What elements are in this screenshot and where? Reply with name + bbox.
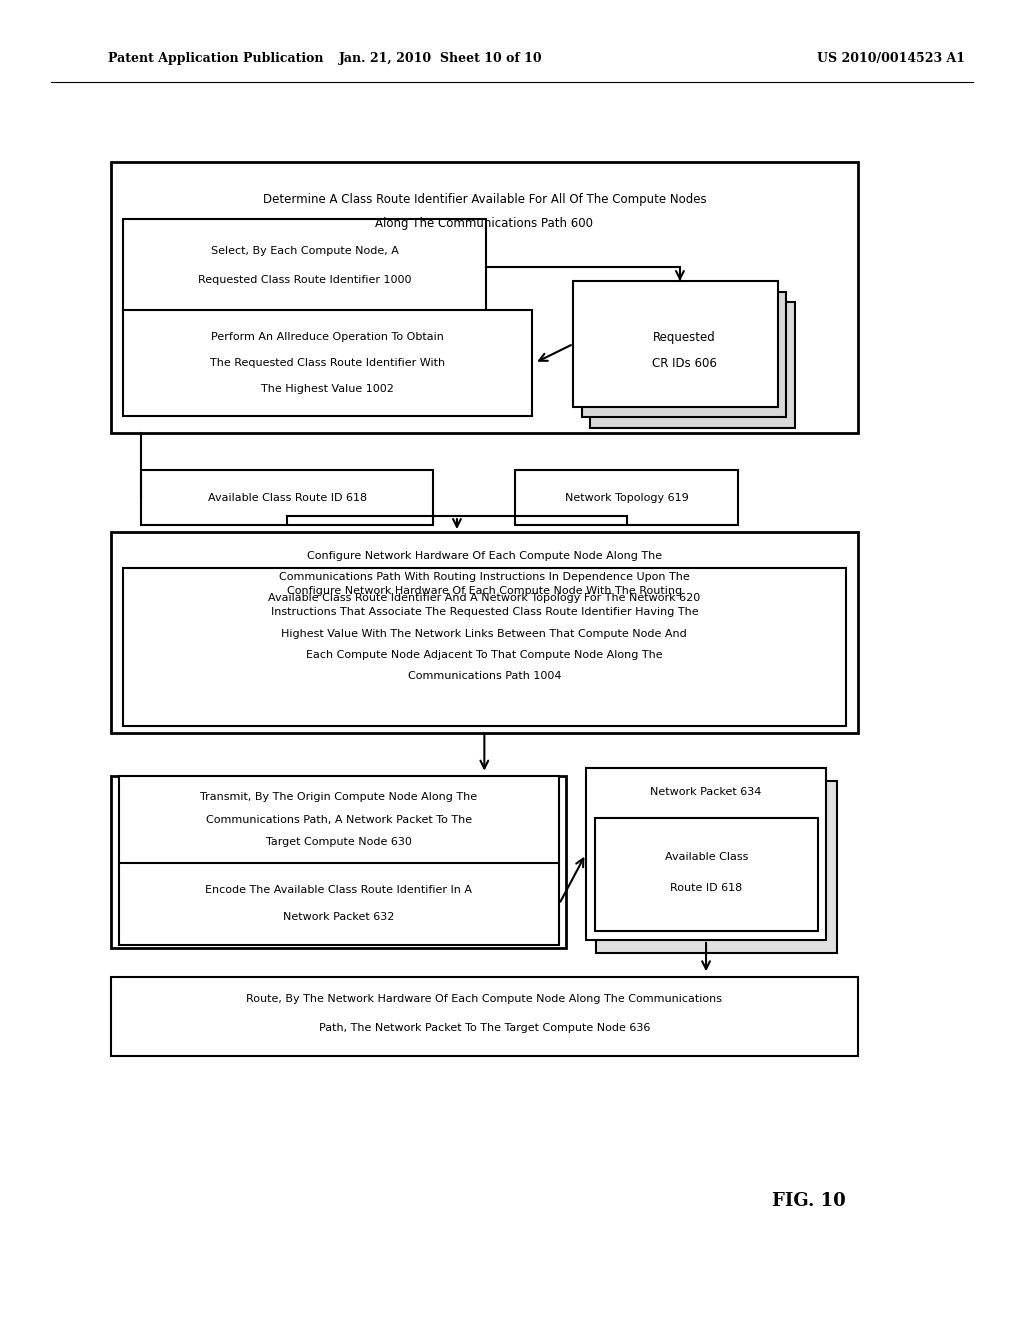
Bar xyxy=(119,776,559,865)
Text: Determine A Class Route Identifier Available For All Of The Compute Nodes: Determine A Class Route Identifier Avail… xyxy=(262,193,707,206)
Text: Available Class: Available Class xyxy=(665,853,749,862)
Text: FIG. 10: FIG. 10 xyxy=(772,1192,846,1210)
Bar xyxy=(573,281,778,407)
Text: Jan. 21, 2010  Sheet 10 of 10: Jan. 21, 2010 Sheet 10 of 10 xyxy=(339,51,542,65)
Text: Communications Path 1004: Communications Path 1004 xyxy=(408,671,561,681)
Text: Encode The Available Class Route Identifier In A: Encode The Available Class Route Identif… xyxy=(206,884,472,895)
Bar xyxy=(111,532,858,733)
Text: Network Topology 619: Network Topology 619 xyxy=(565,492,688,503)
Text: Transmit, By The Origin Compute Node Along The: Transmit, By The Origin Compute Node Alo… xyxy=(201,792,477,803)
Bar xyxy=(515,470,738,525)
Text: The Highest Value 1002: The Highest Value 1002 xyxy=(261,384,394,395)
Text: Perform An Allreduce Operation To Obtain: Perform An Allreduce Operation To Obtain xyxy=(211,331,444,342)
Bar xyxy=(590,302,795,428)
Text: Communications Path With Routing Instructions In Dependence Upon The: Communications Path With Routing Instruc… xyxy=(279,572,690,582)
Text: Requested: Requested xyxy=(652,331,716,343)
Bar xyxy=(123,219,486,314)
Bar xyxy=(123,310,532,416)
Text: Available Class Route Identifier And A Network Topology For The Network 620: Available Class Route Identifier And A N… xyxy=(268,593,700,603)
Bar xyxy=(596,781,837,953)
Text: Configure Network Hardware Of Each Compute Node With The Routing: Configure Network Hardware Of Each Compu… xyxy=(287,586,682,597)
Bar xyxy=(141,470,433,525)
Text: Network Packet 632: Network Packet 632 xyxy=(284,912,394,923)
Text: Select, By Each Compute Node, A: Select, By Each Compute Node, A xyxy=(211,246,398,256)
Text: Path, The Network Packet To The Target Compute Node 636: Path, The Network Packet To The Target C… xyxy=(318,1023,650,1034)
Text: Target Compute Node 630: Target Compute Node 630 xyxy=(266,837,412,847)
Bar xyxy=(111,162,858,433)
Bar xyxy=(111,977,858,1056)
Text: Each Compute Node Adjacent To That Compute Node Along The: Each Compute Node Adjacent To That Compu… xyxy=(306,649,663,660)
Text: Network Packet 634: Network Packet 634 xyxy=(650,787,762,797)
Text: Along The Communications Path 600: Along The Communications Path 600 xyxy=(376,216,593,230)
Text: Patent Application Publication: Patent Application Publication xyxy=(108,51,323,65)
Bar xyxy=(586,768,826,940)
Text: Available Class Route ID 618: Available Class Route ID 618 xyxy=(208,492,367,503)
Text: Instructions That Associate The Requested Class Route Identifier Having The: Instructions That Associate The Requeste… xyxy=(270,607,698,618)
Text: US 2010/0014523 A1: US 2010/0014523 A1 xyxy=(817,51,965,65)
Bar xyxy=(119,863,559,945)
Text: Route ID 618: Route ID 618 xyxy=(671,883,742,892)
Text: Configure Network Hardware Of Each Compute Node Along The: Configure Network Hardware Of Each Compu… xyxy=(307,550,662,561)
Text: Requested Class Route Identifier 1000: Requested Class Route Identifier 1000 xyxy=(198,275,412,285)
Bar xyxy=(582,292,786,417)
Text: Highest Value With The Network Links Between That Compute Node And: Highest Value With The Network Links Bet… xyxy=(282,628,687,639)
Text: Route, By The Network Hardware Of Each Compute Node Along The Communications: Route, By The Network Hardware Of Each C… xyxy=(247,994,722,1005)
Bar xyxy=(123,568,846,726)
Bar xyxy=(595,818,818,931)
Bar xyxy=(111,776,566,948)
Text: The Requested Class Route Identifier With: The Requested Class Route Identifier Wit… xyxy=(210,358,445,368)
Text: CR IDs 606: CR IDs 606 xyxy=(651,358,717,370)
Text: Communications Path, A Network Packet To The: Communications Path, A Network Packet To… xyxy=(206,814,472,825)
